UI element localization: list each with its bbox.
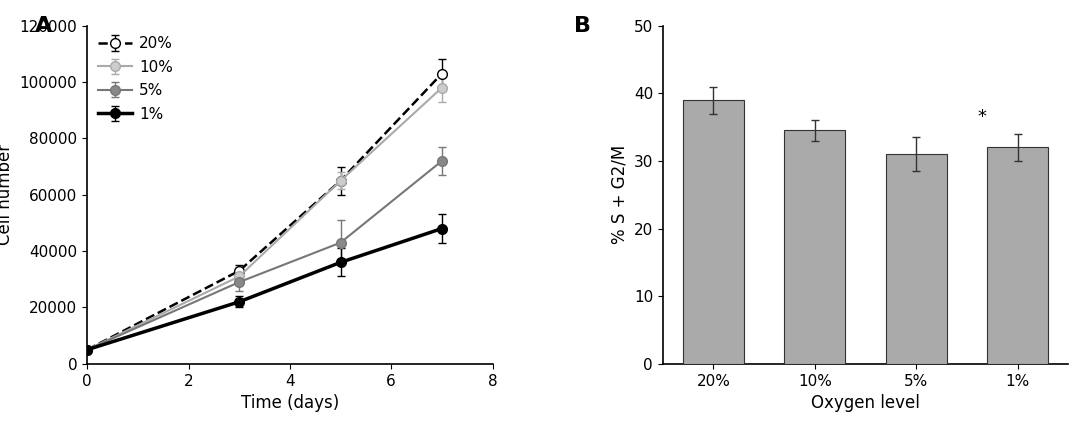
X-axis label: Time (days): Time (days) — [241, 394, 339, 412]
Y-axis label: Cell number: Cell number — [0, 144, 14, 245]
X-axis label: Oxygen level: Oxygen level — [811, 394, 920, 412]
Bar — [683, 100, 743, 364]
Legend: 20%, 10%, 5%, 1%: 20%, 10%, 5%, 1% — [95, 33, 177, 125]
Bar — [785, 131, 845, 364]
Text: A: A — [35, 15, 51, 36]
Text: *: * — [978, 108, 986, 126]
Text: B: B — [573, 15, 591, 36]
Bar — [886, 154, 946, 364]
Bar — [988, 147, 1047, 364]
Y-axis label: % S + G2/M: % S + G2/M — [610, 145, 628, 244]
